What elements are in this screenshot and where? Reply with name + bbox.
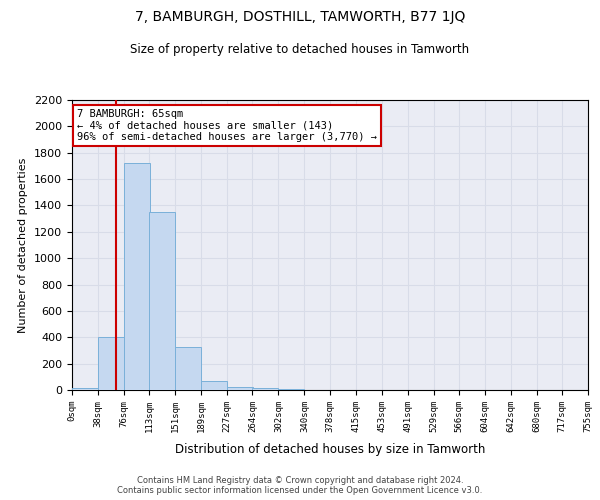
Bar	[149, 212, 175, 390]
Bar	[253, 388, 278, 390]
Bar	[201, 381, 227, 390]
Bar	[72, 388, 98, 390]
Y-axis label: Number of detached properties: Number of detached properties	[19, 158, 28, 332]
Text: 7 BAMBURGH: 65sqm
← 4% of detached houses are smaller (143)
96% of semi-detached: 7 BAMBURGH: 65sqm ← 4% of detached house…	[77, 108, 377, 142]
Bar	[98, 338, 124, 390]
Text: Size of property relative to detached houses in Tamworth: Size of property relative to detached ho…	[130, 42, 470, 56]
Text: Contains HM Land Registry data © Crown copyright and database right 2024.
Contai: Contains HM Land Registry data © Crown c…	[118, 476, 482, 495]
Bar	[175, 347, 201, 390]
Bar	[227, 387, 253, 390]
Bar	[124, 164, 150, 390]
Text: Distribution of detached houses by size in Tamworth: Distribution of detached houses by size …	[175, 442, 485, 456]
Text: 7, BAMBURGH, DOSTHILL, TAMWORTH, B77 1JQ: 7, BAMBURGH, DOSTHILL, TAMWORTH, B77 1JQ	[135, 10, 465, 24]
